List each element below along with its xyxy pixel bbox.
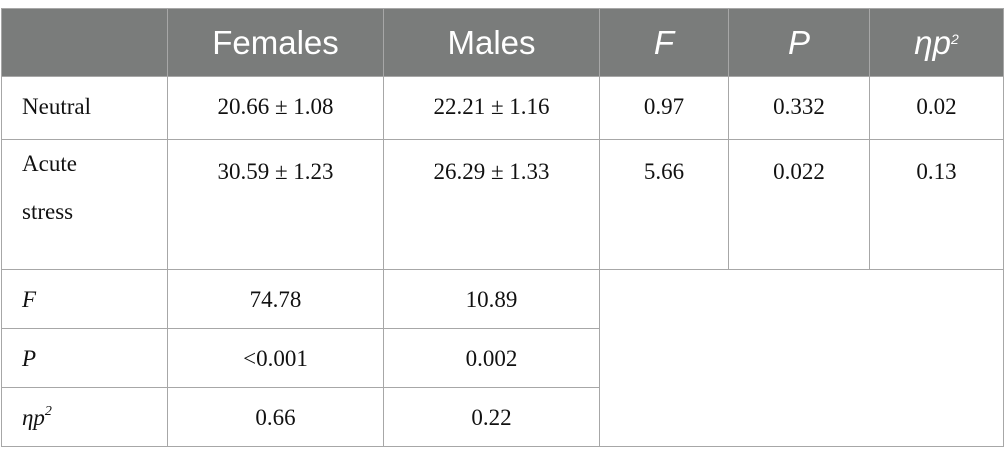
stat-etap-text: ηp	[22, 405, 45, 430]
cell-stat-etap2-males: 0.22	[383, 387, 600, 447]
cell-acute-etap2: 0.13	[869, 139, 1004, 270]
header-males: Males	[383, 8, 600, 77]
results-table: Females Males F P ηp2 Neutral 20.66 ± 1.…	[1, 8, 1004, 447]
cell-neutral-p: 0.332	[728, 76, 870, 140]
table-row-stat-f: F 74.78 10.89	[1, 269, 1004, 447]
stat-label-p: P	[1, 328, 168, 388]
header-etap-sup: 2	[950, 30, 959, 47]
cell-acute-females: 30.59 ± 1.23	[167, 139, 384, 270]
empty-stat-area	[599, 269, 1004, 447]
cell-neutral-etap2: 0.02	[869, 76, 1004, 140]
header-etap2: ηp2	[869, 8, 1004, 77]
cell-neutral-females: 20.66 ± 1.08	[167, 76, 384, 140]
cell-neutral-males: 22.21 ± 1.16	[383, 76, 600, 140]
cell-stat-p-females: <0.001	[167, 328, 384, 388]
stat-etap-sup: 2	[44, 404, 52, 419]
cell-stat-etap2-females: 0.66	[167, 387, 384, 447]
stat-label-etap2: ηp2	[1, 387, 168, 447]
header-row: Females Males F P ηp2	[1, 8, 1004, 77]
cell-acute-f: 5.66	[599, 139, 729, 270]
table-row-neutral: Neutral 20.66 ± 1.08 22.21 ± 1.16 0.97 0…	[1, 76, 1004, 140]
header-p: P	[728, 8, 870, 77]
header-f: F	[599, 8, 729, 77]
header-empty	[1, 8, 168, 77]
cell-stat-f-males: 10.89	[383, 269, 600, 329]
row-label-acute-stress: Acute stress	[1, 139, 168, 270]
cell-neutral-f: 0.97	[599, 76, 729, 140]
cell-stat-f-females: 74.78	[167, 269, 384, 329]
row-label-stress: stress	[22, 199, 74, 224]
header-females: Females	[167, 8, 384, 77]
table-row-acute-stress: Acute stress 30.59 ± 1.23 26.29 ± 1.33 5.…	[1, 139, 1004, 270]
results-table-container: Females Males F P ηp2 Neutral 20.66 ± 1.…	[1, 8, 1004, 447]
row-label-neutral: Neutral	[1, 76, 168, 140]
cell-acute-males: 26.29 ± 1.33	[383, 139, 600, 270]
row-label-acute: Acute	[22, 151, 77, 176]
table-row-stat-etap2: ηp2 0.66 0.22	[1, 387, 1004, 447]
header-etap-text: ηp	[914, 23, 951, 61]
table-row-stat-p: P <0.001 0.002	[1, 328, 1004, 388]
cell-stat-p-males: 0.002	[383, 328, 600, 388]
cell-acute-p: 0.022	[728, 139, 870, 270]
stat-label-f: F	[1, 269, 168, 329]
